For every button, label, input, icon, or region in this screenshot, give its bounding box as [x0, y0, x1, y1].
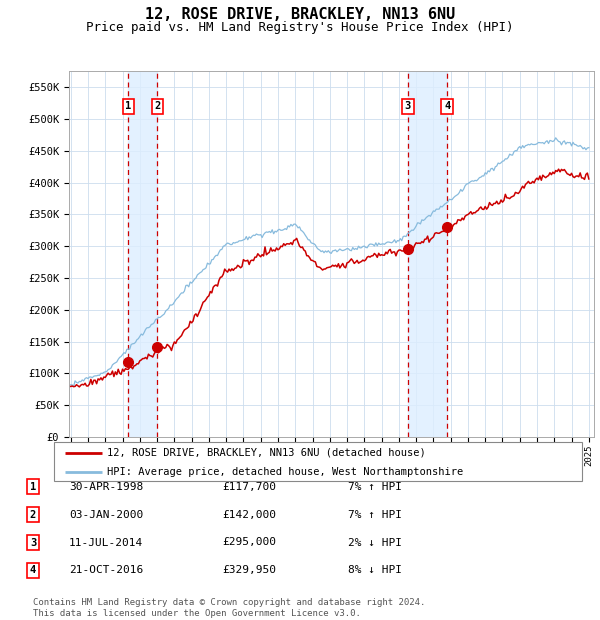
Text: 3: 3 — [30, 538, 36, 547]
Text: Price paid vs. HM Land Registry's House Price Index (HPI): Price paid vs. HM Land Registry's House … — [86, 21, 514, 34]
Text: £117,700: £117,700 — [222, 482, 276, 492]
Text: Contains HM Land Registry data © Crown copyright and database right 2024.: Contains HM Land Registry data © Crown c… — [33, 598, 425, 607]
Text: 4: 4 — [30, 565, 36, 575]
Text: 2% ↓ HPI: 2% ↓ HPI — [348, 538, 402, 547]
Text: 03-JAN-2000: 03-JAN-2000 — [69, 510, 143, 520]
Text: 8% ↓ HPI: 8% ↓ HPI — [348, 565, 402, 575]
Text: 11-JUL-2014: 11-JUL-2014 — [69, 538, 143, 547]
Text: 1: 1 — [125, 101, 131, 111]
Text: 7% ↑ HPI: 7% ↑ HPI — [348, 482, 402, 492]
Text: HPI: Average price, detached house, West Northamptonshire: HPI: Average price, detached house, West… — [107, 467, 463, 477]
Text: 3: 3 — [405, 101, 411, 111]
Text: £329,950: £329,950 — [222, 565, 276, 575]
Text: 2: 2 — [30, 510, 36, 520]
Text: 4: 4 — [444, 101, 451, 111]
Text: This data is licensed under the Open Government Licence v3.0.: This data is licensed under the Open Gov… — [33, 609, 361, 618]
Text: 12, ROSE DRIVE, BRACKLEY, NN13 6NU: 12, ROSE DRIVE, BRACKLEY, NN13 6NU — [145, 7, 455, 22]
Text: £142,000: £142,000 — [222, 510, 276, 520]
Text: 2: 2 — [154, 101, 160, 111]
Bar — [128, 71, 157, 437]
Text: £295,000: £295,000 — [222, 538, 276, 547]
Text: 30-APR-1998: 30-APR-1998 — [69, 482, 143, 492]
Text: 7% ↑ HPI: 7% ↑ HPI — [348, 510, 402, 520]
Text: 12, ROSE DRIVE, BRACKLEY, NN13 6NU (detached house): 12, ROSE DRIVE, BRACKLEY, NN13 6NU (deta… — [107, 448, 425, 458]
FancyBboxPatch shape — [54, 442, 582, 481]
Text: 1: 1 — [30, 482, 36, 492]
Bar — [408, 71, 447, 437]
Text: 21-OCT-2016: 21-OCT-2016 — [69, 565, 143, 575]
